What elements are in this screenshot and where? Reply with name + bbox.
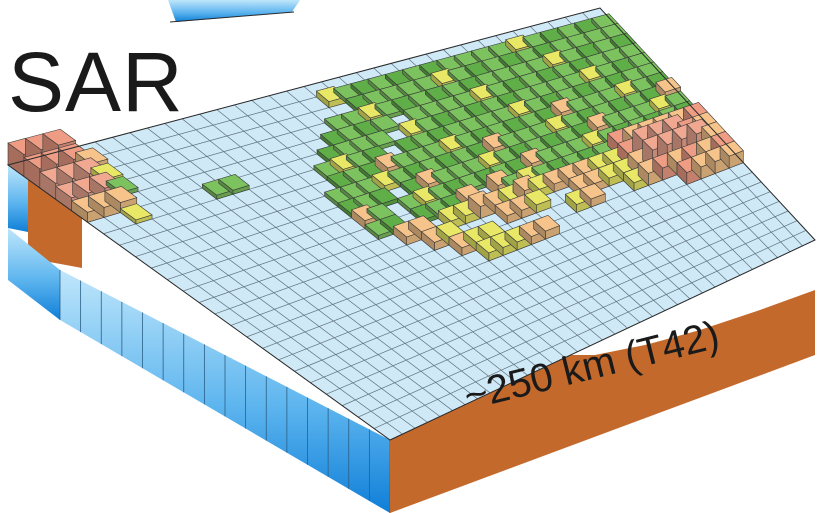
land-cell xyxy=(365,130,396,151)
grid-line xyxy=(373,230,807,429)
grid-line xyxy=(294,181,762,372)
grid-line xyxy=(278,172,753,361)
grid-line xyxy=(326,201,780,395)
front-land-wall xyxy=(390,290,815,513)
left-ocean-wall xyxy=(8,165,28,232)
previous-panel-fragment xyxy=(168,0,300,23)
figure-title: SAR xyxy=(8,35,184,129)
land-cell xyxy=(579,183,606,208)
land-cell xyxy=(374,99,405,120)
land-cell xyxy=(218,174,250,195)
land-cell xyxy=(201,178,234,200)
land-cell xyxy=(368,187,399,209)
land-cell xyxy=(719,140,744,169)
land-cell xyxy=(119,203,153,225)
land-cells xyxy=(7,13,744,262)
grid-outline xyxy=(6,7,816,441)
land-cell xyxy=(524,188,552,214)
grid-line xyxy=(358,220,798,418)
grid-line xyxy=(310,191,771,384)
land-cell xyxy=(533,214,561,240)
grid-line xyxy=(342,210,789,406)
